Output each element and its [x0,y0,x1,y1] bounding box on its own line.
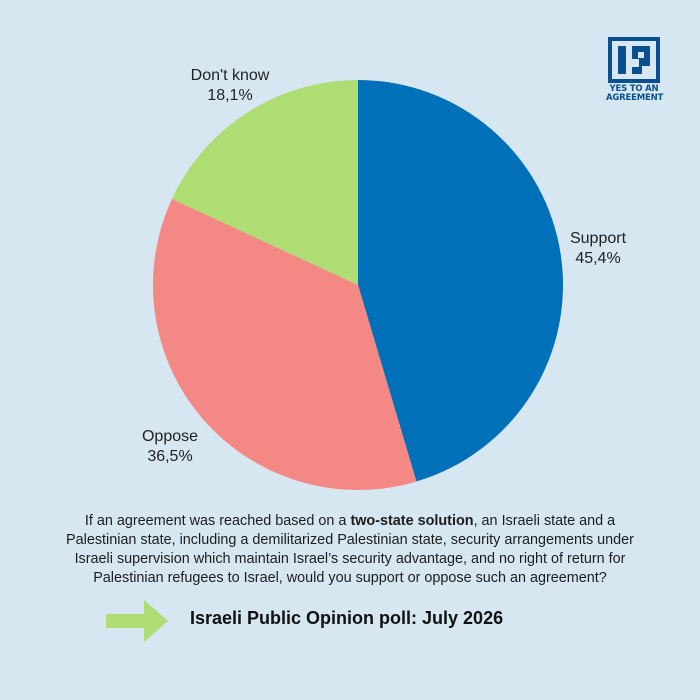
slice-name-dont-know: Don't know [190,67,270,84]
slice-label-dont-know: Don't know 18,1% [165,66,295,106]
logo: YES TO AN AGREEMENT [606,37,664,103]
pie-slice-oppose [152,198,417,490]
survey-question: If an agreement was reached based on a t… [60,512,640,588]
pie-slice-don-t-know [171,80,358,285]
logo-text-line1: YES TO AN [609,84,659,94]
right-arrow-icon [104,596,170,651]
slice-label-oppose: Oppose 36,5% [110,427,230,467]
yes-to-agreement-logo-icon [608,37,660,83]
slice-value-support: 45,4% [575,250,621,267]
logo-text-line2: AGREEMENT [606,93,664,103]
poll-title: Israeli Public Opinion poll: July 2026 [190,608,504,628]
slice-value-oppose: 36,5% [147,448,193,465]
slice-value-dont-know: 18,1% [207,87,253,104]
slice-name-support: Support [569,230,627,247]
slice-name-oppose: Oppose [141,428,199,445]
question-text-after: , an Israeli state and a Palestinian sta… [66,513,634,586]
slice-label-support: Support 45,4% [548,229,648,269]
question-text-before: If an agreement was reached based on a [84,513,351,529]
question-text-bold: two-state solution [350,513,474,529]
pie-slice-support [358,80,564,482]
logo-text: YES TO AN AGREEMENT [606,84,664,103]
